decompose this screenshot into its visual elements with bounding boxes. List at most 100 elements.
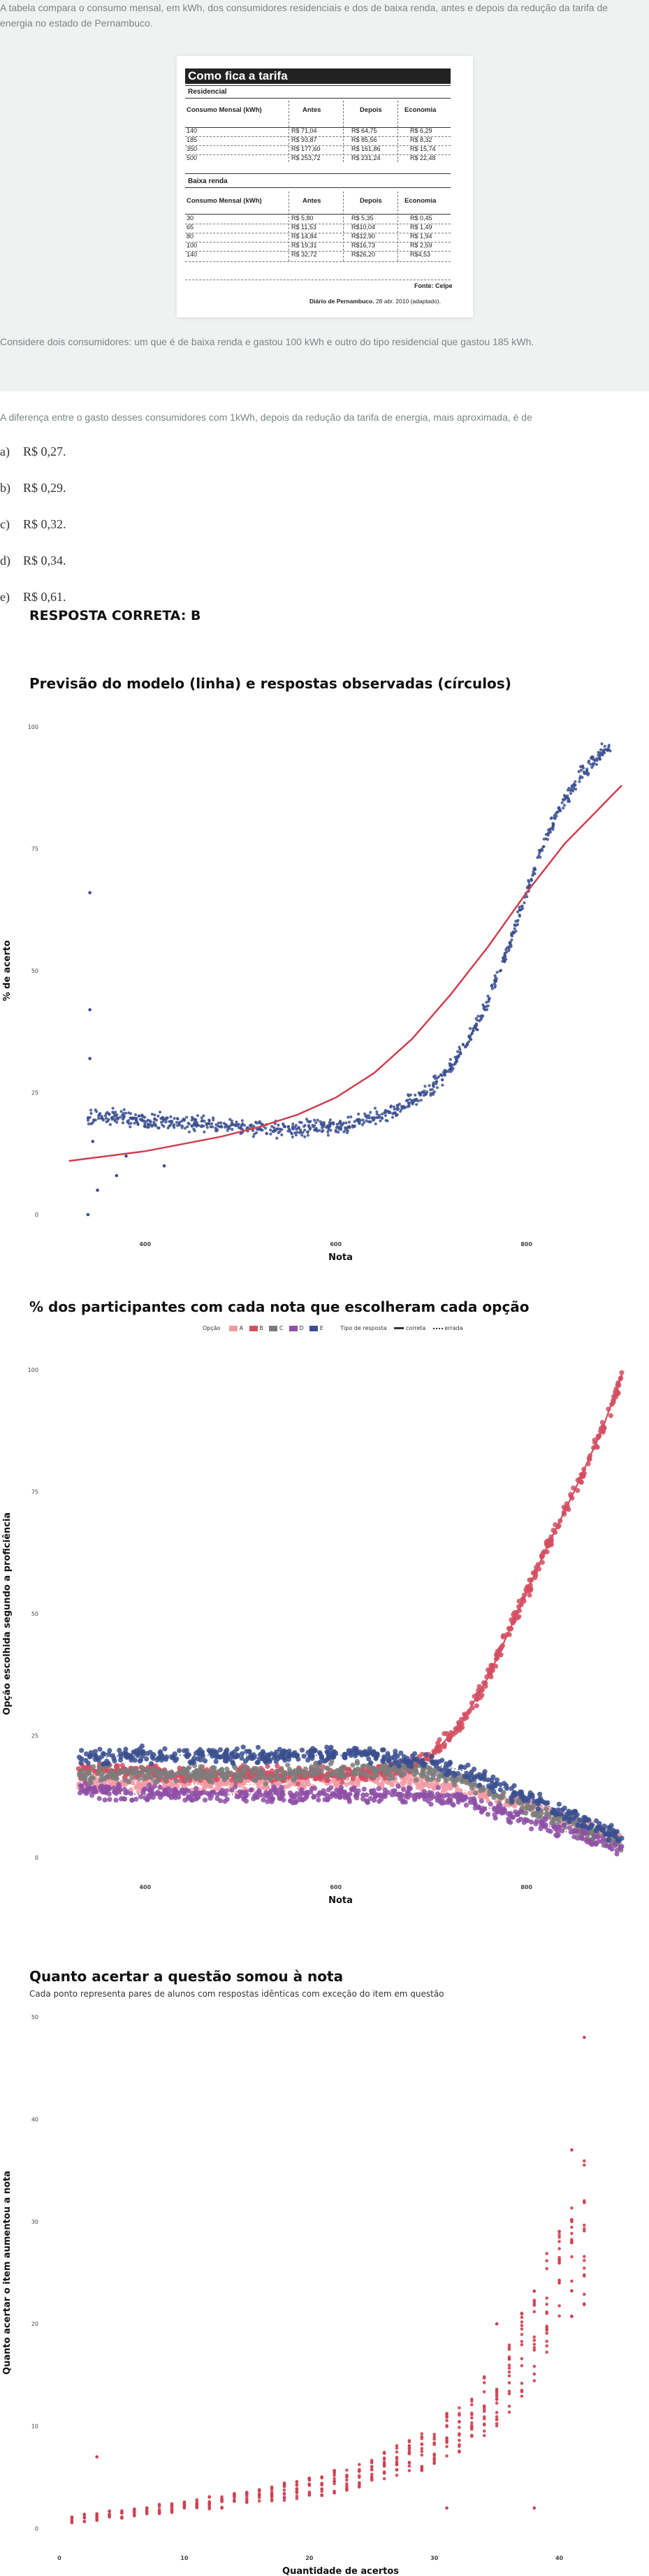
observed-point [607,745,611,749]
option-a[interactable]: a) R$ 0,27. [0,444,66,459]
tariff-table-image: Como fica a tarifa Residencial Consumo M… [177,56,473,317]
citation-date: 28 abr. 2010 (adaptado). [374,298,442,305]
observed-point [230,1119,233,1123]
acertos-point [470,2412,474,2417]
option-c-point [381,1771,388,1777]
option-b[interactable]: b) R$ 0,29. [0,481,66,495]
option-c-point [363,1771,368,1777]
acertos-point [282,2488,286,2492]
option-c-point [571,1820,577,1826]
option-d-point [118,1796,124,1802]
acertos-point [545,2302,548,2306]
option-c-point [291,1777,296,1782]
observed-point [235,1120,238,1124]
observed-point [119,1110,123,1113]
acertos-point [95,2514,99,2517]
observed-point [600,742,604,746]
observed-point [122,1112,125,1115]
option-d-point [361,1786,367,1792]
observed-point [589,762,592,766]
option-c-point [165,1774,170,1780]
header-economia: Economia [404,106,437,114]
chart2-title: % dos participantes com cada nota que es… [29,1298,530,1315]
observed-point [555,811,559,814]
model-line [68,784,622,1162]
observed-point [527,881,531,884]
table-dashed-rule [185,261,451,262]
acertos-point [458,2450,461,2454]
option-e-point [271,1755,277,1760]
observed-point [375,1110,379,1113]
observed-point [599,753,602,757]
option-a-point [426,1783,432,1789]
option-e[interactable]: e) R$ 0,61. [0,590,66,605]
option-d-point [435,1785,442,1790]
observed-point [481,1014,485,1018]
acertos-point [520,2333,524,2336]
observed-point [523,901,526,904]
option-d-point [601,1836,606,1841]
option-d-point [233,1784,238,1790]
header-consumo: Consumo Mensal (kWh) [187,106,262,114]
observed-point [321,1129,325,1132]
y-axis-label: Opção escolhida segundo a proficiência [2,1512,13,1715]
observed-point [145,1120,148,1123]
option-d-point [279,1785,284,1790]
option-e-point [537,1791,543,1797]
acertos-point [583,2273,586,2277]
observed-point [566,799,570,803]
acertos-point [295,2480,299,2484]
observed-point [164,1120,168,1124]
observed-point [458,1045,461,1049]
table-cell: 350 [187,145,198,152]
observed-point [212,1118,215,1122]
option-c-point [316,1766,321,1772]
observed-point [178,1120,182,1124]
option-e-point [210,1753,215,1759]
observed-point [516,910,520,913]
option-d-line [78,1788,622,1848]
table-cell: R$ 5,80 [291,215,314,222]
option-a-point [136,1780,141,1786]
option-e-point [497,1781,503,1788]
observed-point [217,1124,220,1128]
observed-point [510,934,514,938]
option-d-point [538,1825,544,1832]
acertos-point [583,2159,586,2163]
observed-point [303,1135,307,1138]
option-d-point [155,1789,161,1795]
observed-point [269,1128,272,1131]
acertos-point [545,2350,548,2354]
acertos-point [532,2348,537,2352]
option-b-point [511,1612,516,1617]
observed-point [443,1073,446,1077]
option-d-point [479,1798,484,1804]
acertos-point [257,2489,261,2492]
observed-point [384,1119,388,1122]
observed-point [578,780,581,783]
observed-point [470,1032,474,1035]
option-c-point [523,1805,530,1811]
option-d[interactable]: d) R$ 0,34. [0,553,66,568]
outlier-point [583,2035,586,2039]
observed-point [444,1069,448,1073]
option-e-point [101,1761,106,1767]
option-e-point [393,1758,398,1764]
option-c-point [152,1779,158,1784]
acertos-point [557,2278,561,2282]
observed-point [108,1112,111,1116]
observed-point [495,971,499,974]
acertos-point [470,2424,474,2427]
option-c-point [338,1765,344,1771]
observed-point [567,797,570,800]
table-cell: R$ 22,48 [410,154,436,161]
option-d-point [129,1797,135,1803]
option-d-point [344,1792,350,1797]
table-cell: R$16,73 [351,242,376,249]
option-c[interactable]: c) R$ 0,32. [0,517,66,532]
option-e-point [159,1753,165,1758]
observed-point [165,1116,168,1120]
table-cell: R$ 93,87 [291,136,317,143]
observed-point [581,765,585,768]
observed-point [277,1131,280,1134]
